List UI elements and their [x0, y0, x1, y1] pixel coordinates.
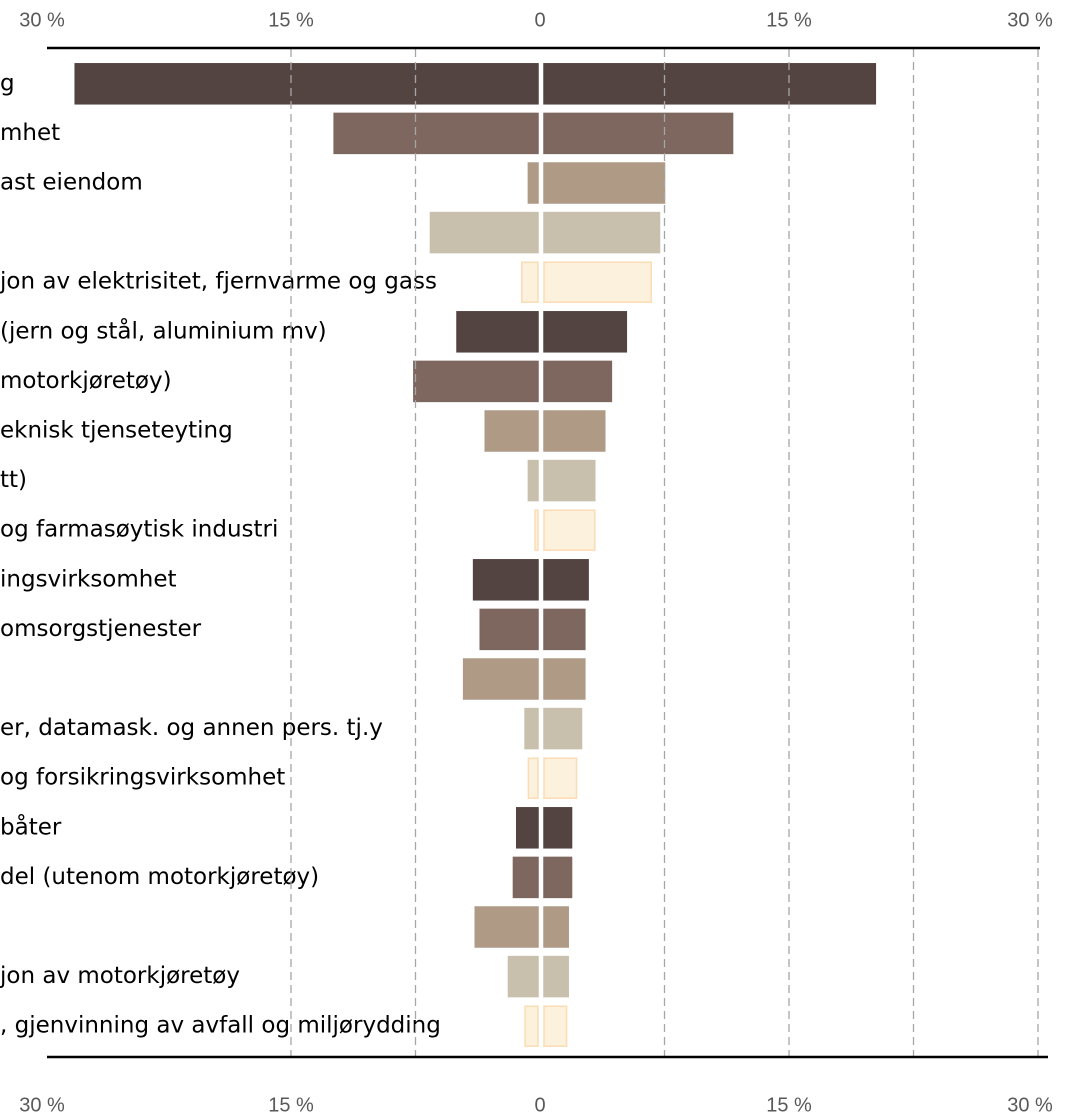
bar: [462, 658, 539, 700]
bar: [520, 261, 539, 303]
x-tick-label: 30 %: [1007, 1094, 1053, 1115]
bar: [512, 856, 539, 899]
bar: [543, 162, 666, 204]
bar: [543, 211, 661, 254]
x-tick-label: 15 %: [268, 1094, 314, 1115]
bar: [543, 906, 569, 948]
bar: [429, 211, 539, 254]
bar: [543, 261, 652, 303]
bar: [543, 311, 628, 353]
x-tick-label: 15 %: [766, 1094, 812, 1115]
bar: [333, 112, 539, 155]
bar: [507, 955, 539, 998]
category-label: ingsvirksomhet: [0, 566, 177, 592]
bar: [543, 509, 596, 551]
category-label: motorkjøretøy): [0, 368, 172, 394]
x-tick-label: 15 %: [766, 9, 812, 31]
x-tick-label: 0: [534, 1094, 545, 1115]
bar: [543, 360, 613, 403]
bar: [543, 856, 573, 899]
bar: [543, 955, 569, 998]
bar: [484, 410, 539, 452]
category-label: ast eiendom: [0, 170, 143, 196]
category-label: er, datamask. og annen pers. tj.y: [0, 715, 383, 741]
x-tick-label: 15 %: [268, 9, 314, 31]
category-label: jon av elektrisitet, fjernvarme og gass: [0, 269, 437, 295]
bar: [543, 112, 734, 155]
category-label: og farmasøytisk industri: [0, 517, 278, 543]
category-label: jon av motorkjøretøy: [0, 963, 240, 989]
category-label: båter: [0, 812, 62, 840]
category-label: , gjenvinning av avfall og miljørydding: [0, 1013, 441, 1039]
bar: [472, 559, 539, 601]
bar: [543, 658, 586, 700]
bar: [74, 63, 539, 105]
x-tick-label: 30 %: [19, 1094, 65, 1115]
bar: [543, 559, 589, 601]
bar: [543, 410, 606, 452]
bar: [543, 63, 877, 105]
bar: [456, 311, 539, 353]
bar: [543, 459, 596, 502]
category-label: tt): [0, 467, 27, 493]
bar: [527, 757, 539, 799]
bar: [543, 1005, 568, 1047]
bar: [524, 707, 539, 750]
bar: [527, 162, 539, 204]
category-label: del (utenom motorkjøretøy): [0, 864, 319, 890]
category-label: eknisk tjenseteyting: [0, 418, 233, 444]
bar: [413, 360, 539, 403]
x-tick-label: 30 %: [19, 9, 65, 31]
category-label: mhet: [0, 120, 60, 146]
x-tick-label: 0: [534, 9, 545, 31]
bar: [543, 807, 573, 849]
category-label: og forsikringsvirksomhet: [0, 765, 285, 791]
bar: [543, 608, 586, 651]
bar: [479, 608, 539, 651]
bar: [516, 807, 539, 849]
category-label: omsorgstjenester: [0, 616, 202, 642]
bar: [474, 906, 539, 948]
category-label: (jern og stål, aluminium mv): [0, 316, 327, 344]
bar: [527, 459, 539, 502]
bar: [534, 509, 539, 551]
bar: [543, 757, 578, 799]
bar: [543, 707, 583, 750]
category-label: g: [0, 70, 15, 96]
bar: [524, 1005, 539, 1047]
x-tick-label: 30 %: [1007, 9, 1053, 31]
